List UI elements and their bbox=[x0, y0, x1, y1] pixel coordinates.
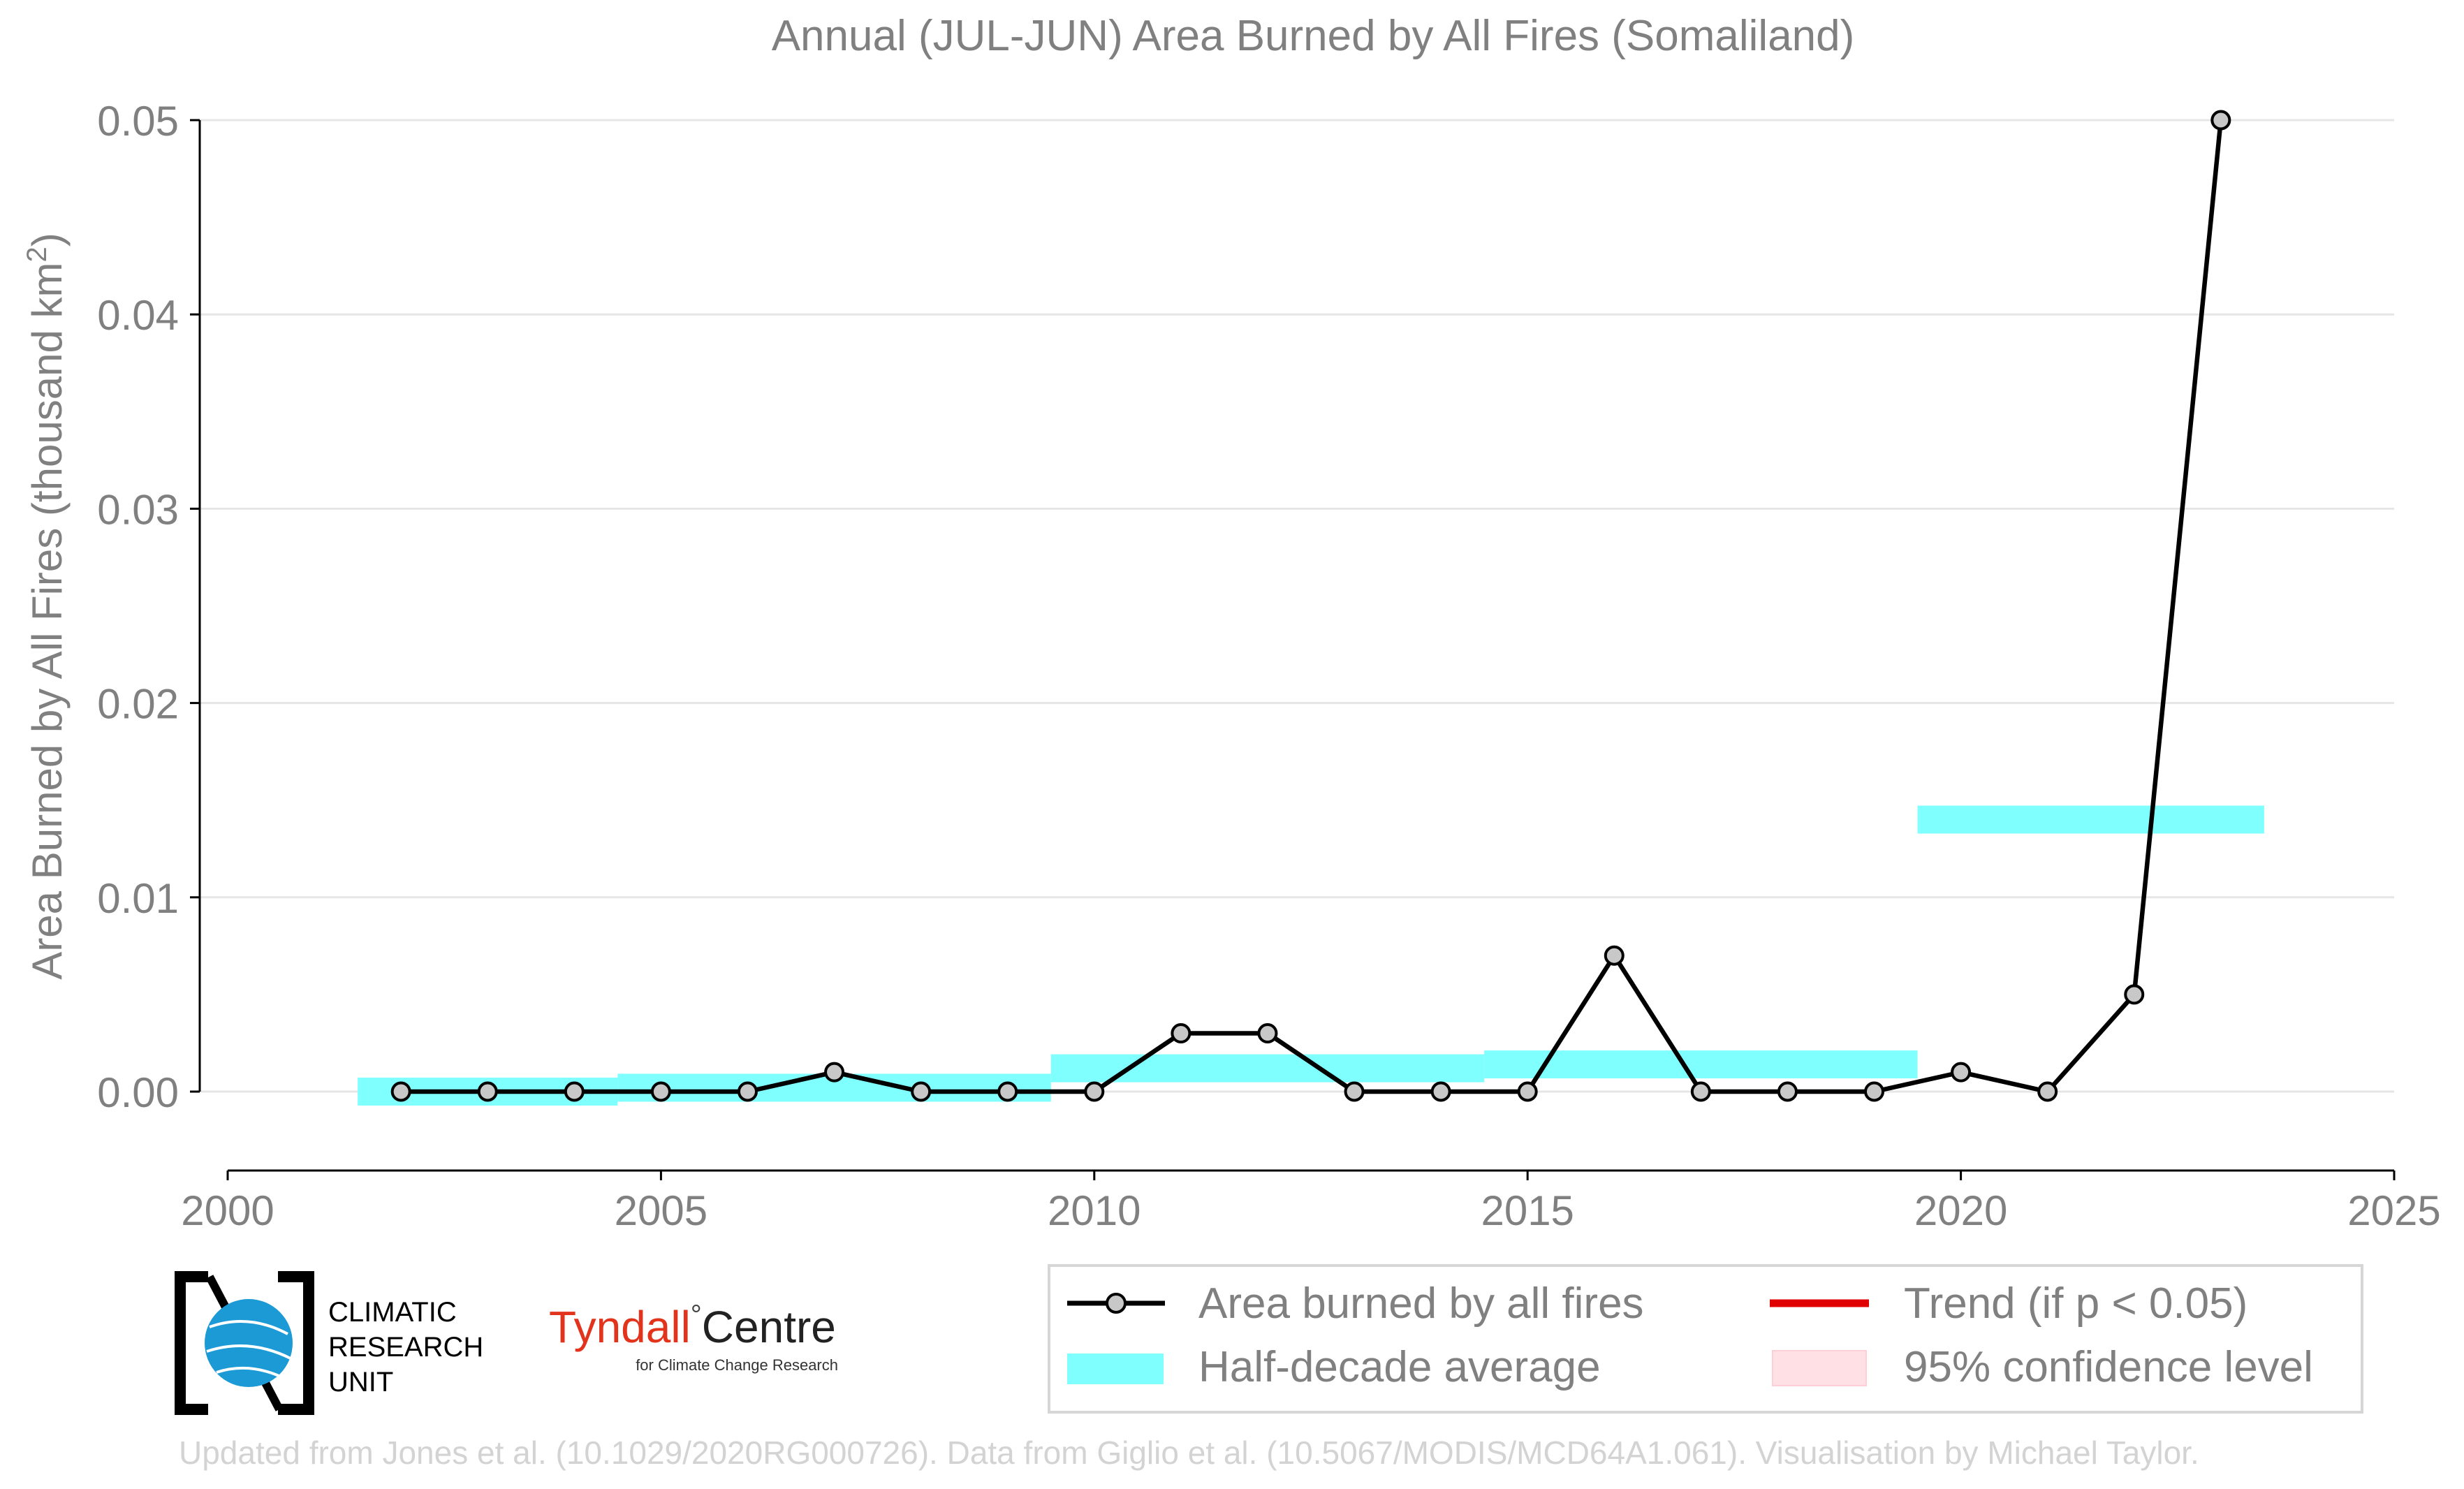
grid-lines bbox=[200, 119, 2394, 1093]
half-decade-band-2 bbox=[1050, 1054, 1485, 1083]
data-point-2006 bbox=[737, 1081, 758, 1102]
y-axis-label: Area Burned by All Fires (thousand km2) bbox=[22, 233, 71, 979]
cru-line-2: RESEARCH bbox=[328, 1332, 483, 1363]
data-point-2013 bbox=[1344, 1081, 1365, 1102]
data-point-2002 bbox=[390, 1081, 411, 1102]
y-tick-label-4: 0.04 bbox=[97, 292, 179, 339]
tyndall-centre: Centre bbox=[702, 1302, 836, 1352]
svg-text:Tyndall°Centre: Tyndall°Centre bbox=[549, 1300, 836, 1352]
half-decade-band-3 bbox=[1484, 1050, 1918, 1079]
x-tick-label-2: 2010 bbox=[1048, 1187, 1141, 1234]
cru-line-3: UNIT bbox=[328, 1367, 393, 1398]
data-point-2003 bbox=[477, 1081, 498, 1102]
series-line bbox=[401, 119, 2224, 1094]
y-tick-label-3: 0.03 bbox=[97, 486, 179, 533]
cru-logo: CLIMATIC RESEARCH UNIT bbox=[175, 1271, 483, 1415]
data-point-2010 bbox=[1084, 1081, 1105, 1102]
data-point-2019 bbox=[1864, 1081, 1885, 1102]
data-point-2009 bbox=[997, 1081, 1018, 1102]
data-point-2011 bbox=[1171, 1023, 1191, 1044]
cru-line-1: CLIMATIC bbox=[328, 1297, 457, 1328]
tyndall-logo: Tyndall°Centre for Climate Change Resear… bbox=[549, 1300, 838, 1374]
y-tick-label-2: 0.02 bbox=[97, 681, 179, 728]
x-tick-label-5: 2025 bbox=[2347, 1187, 2440, 1234]
data-point-2007 bbox=[824, 1062, 845, 1083]
data-point-2014 bbox=[1430, 1081, 1451, 1102]
data-point-2021 bbox=[2037, 1081, 2058, 1102]
tyndall-subtitle: for Climate Change Research bbox=[636, 1356, 838, 1374]
y-tick-label-5: 0.05 bbox=[97, 98, 179, 145]
data-point-2018 bbox=[1777, 1081, 1798, 1102]
tyndall-degree: ° bbox=[691, 1300, 702, 1330]
tyndall-name: Tyndall bbox=[549, 1302, 691, 1352]
y-tick-label-0: 0.00 bbox=[97, 1069, 179, 1116]
data-point-2012 bbox=[1257, 1023, 1278, 1044]
legend-label-halfdecade: Half-decade average bbox=[1198, 1343, 1601, 1391]
data-point-2020 bbox=[1951, 1062, 1972, 1083]
legend-box bbox=[1048, 1264, 2363, 1414]
data-point-2023 bbox=[2210, 110, 2231, 131]
data-point-2017 bbox=[1690, 1081, 1711, 1102]
x-tick-label-4: 2020 bbox=[1914, 1187, 2007, 1234]
x-tick-label-0: 2000 bbox=[181, 1187, 274, 1234]
data-point-2005 bbox=[650, 1081, 671, 1102]
footer-credit: Updated from Jones et al. (10.1029/2020R… bbox=[179, 1435, 2199, 1471]
legend-confidence-swatch bbox=[1772, 1350, 1867, 1386]
half-decade-band-4 bbox=[1917, 805, 2264, 834]
x-tick-label-3: 2015 bbox=[1481, 1187, 1574, 1234]
legend-label-area: Area burned by all fires bbox=[1198, 1279, 1644, 1328]
data-point-2022 bbox=[2124, 984, 2145, 1005]
series-area-burned bbox=[390, 110, 2231, 1102]
data-point-2015 bbox=[1517, 1081, 1538, 1102]
data-point-2008 bbox=[911, 1081, 932, 1102]
chart-title: Annual (JUL-JUN) Area Burned by All Fire… bbox=[772, 12, 1855, 60]
legend-marker-swatch bbox=[1106, 1293, 1127, 1314]
data-point-2016 bbox=[1604, 945, 1625, 966]
x-tick-label-1: 2005 bbox=[615, 1187, 707, 1234]
legend: Area burned by all fires Trend (if p < 0… bbox=[1048, 1264, 2363, 1414]
legend-label-confidence: 95% confidence level bbox=[1904, 1343, 2313, 1391]
y-tick-label-1: 0.01 bbox=[97, 875, 179, 922]
legend-label-trend: Trend (if p < 0.05) bbox=[1904, 1279, 2247, 1328]
axes: 0.00 0.01 0.02 0.03 0.04 0.05 2000 2005 2010 2015… bbox=[97, 98, 2441, 1234]
data-point-2004 bbox=[564, 1081, 585, 1102]
legend-band-swatch bbox=[1067, 1354, 1164, 1384]
globe-icon bbox=[205, 1299, 293, 1387]
